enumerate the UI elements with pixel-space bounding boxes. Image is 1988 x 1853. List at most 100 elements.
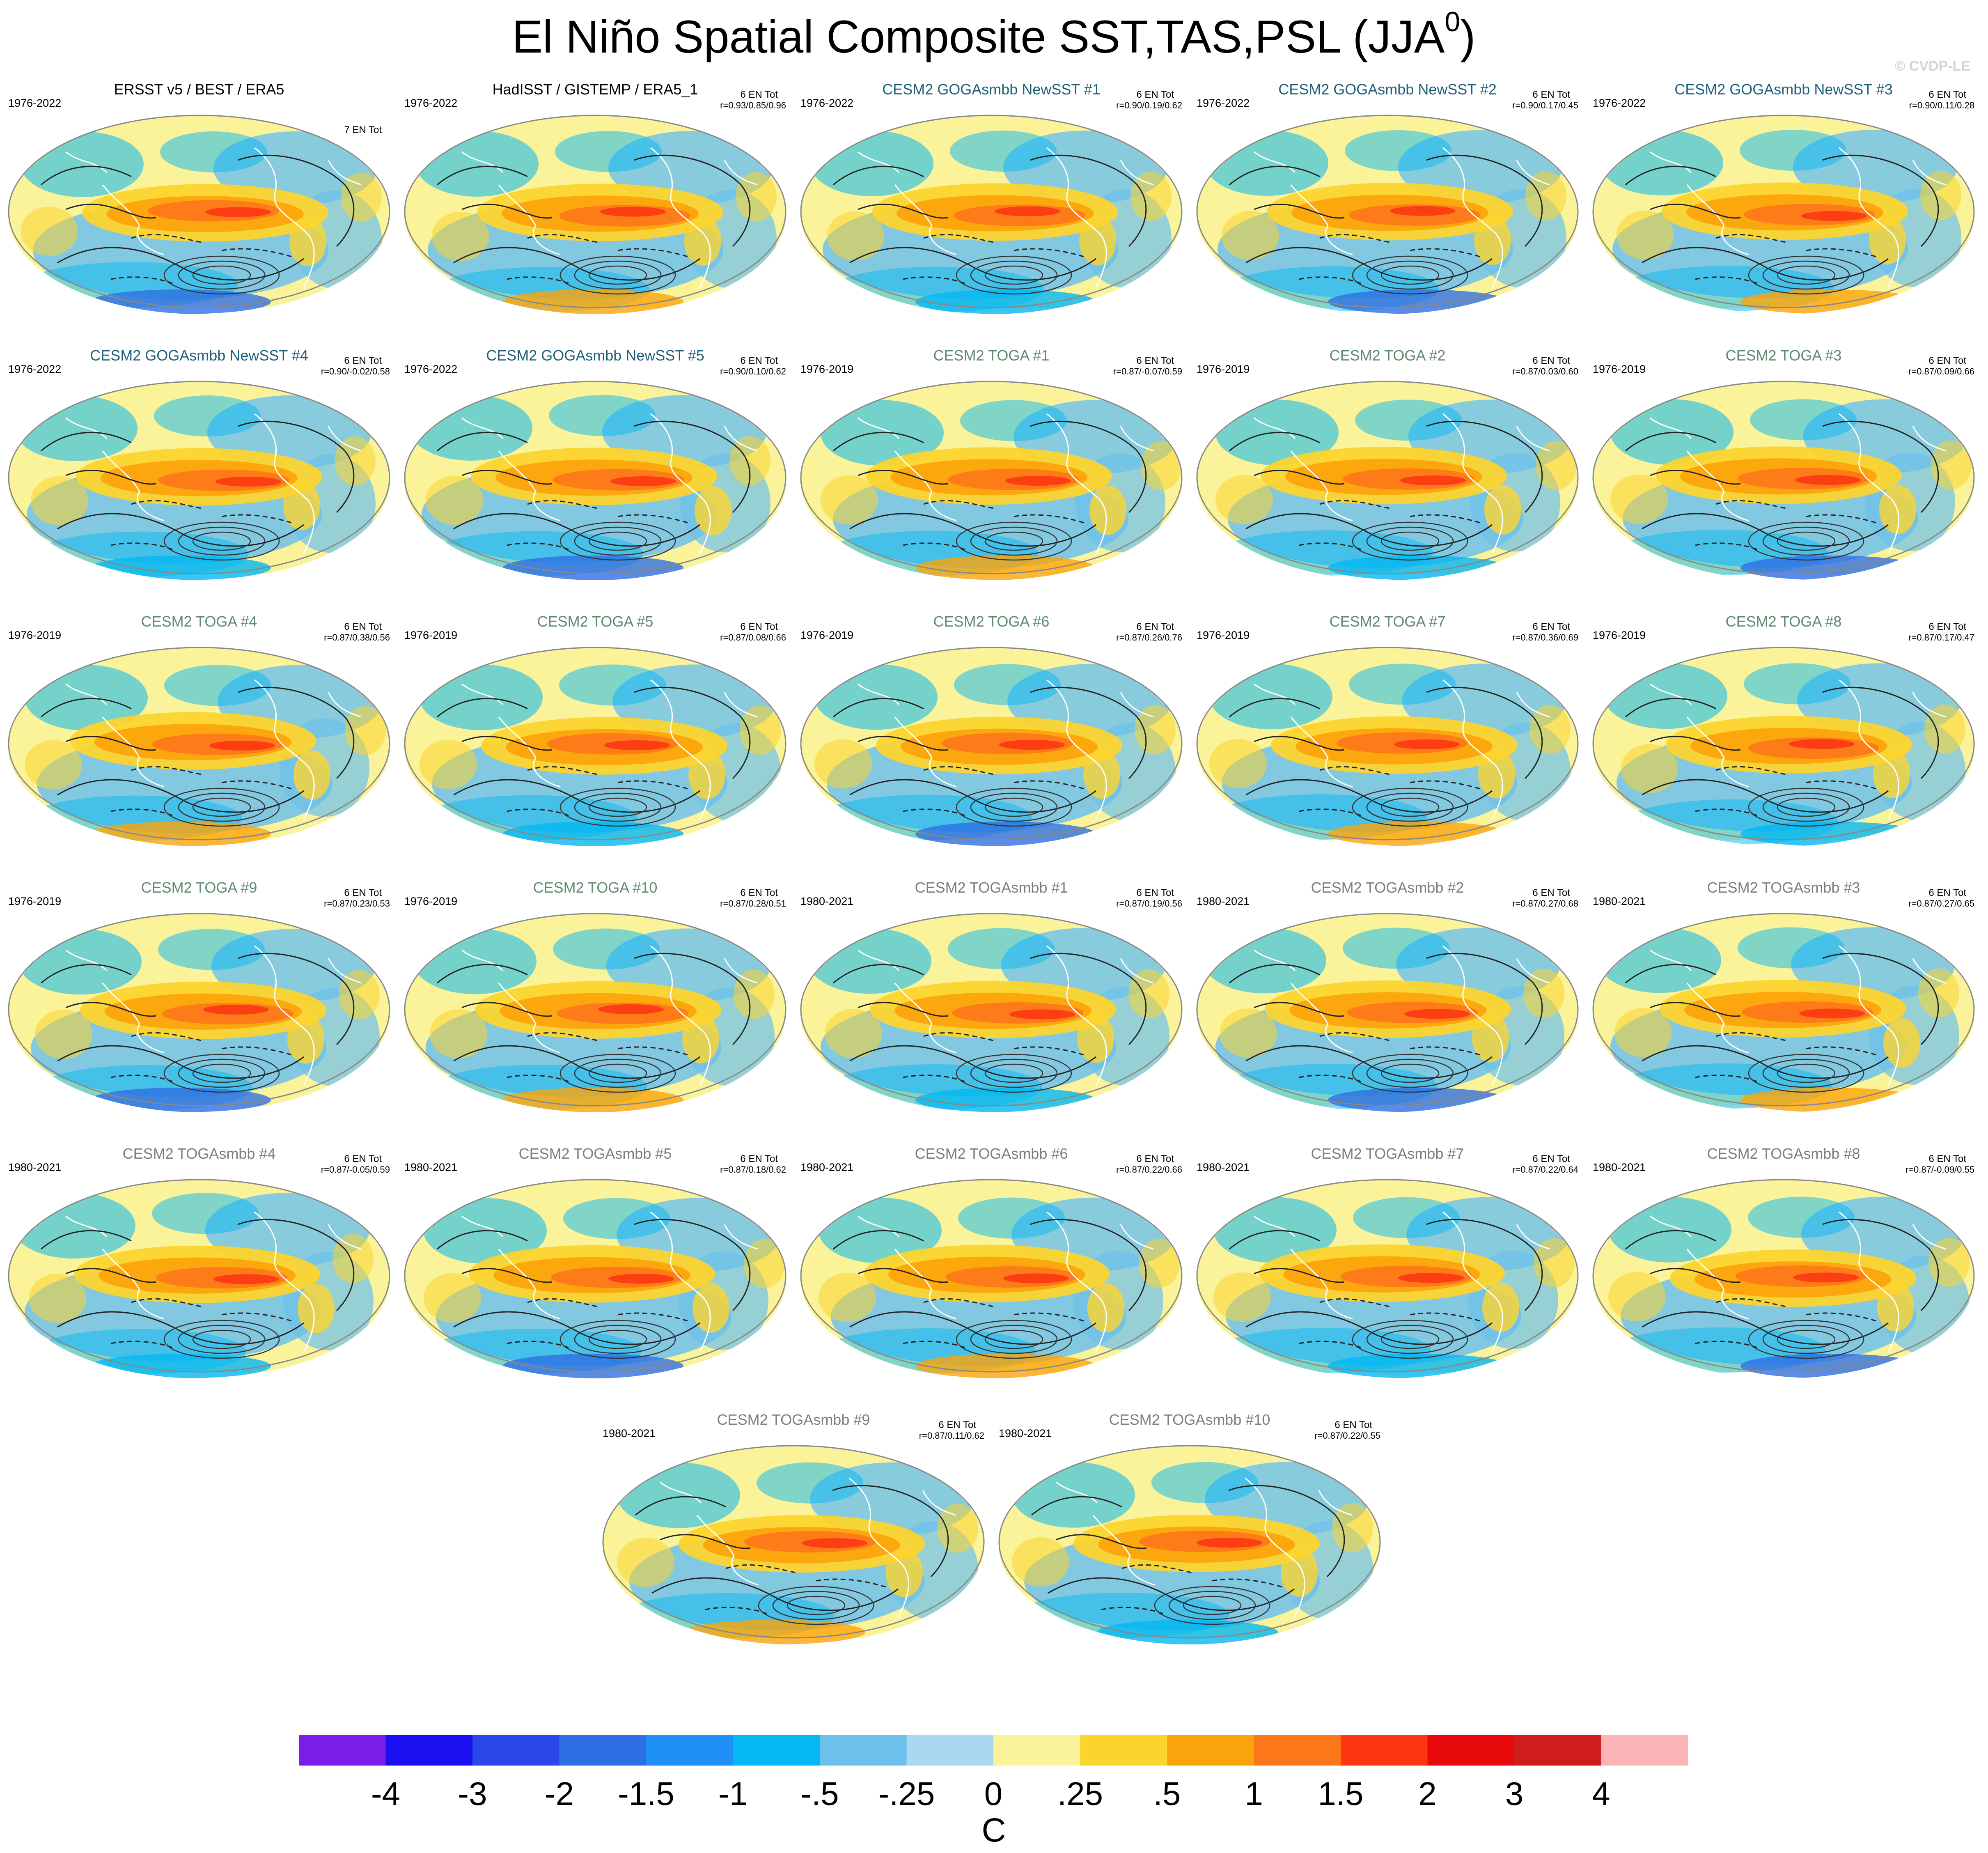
coastline	[848, 1477, 909, 1618]
panel-period: 1976-2019	[8, 895, 61, 907]
coastline	[1839, 413, 1899, 554]
psl-contour	[833, 432, 924, 452]
map-outline	[8, 115, 390, 308]
anomaly-patch	[1343, 928, 1449, 969]
coastline	[858, 683, 900, 705]
psl-contour-ring	[1777, 531, 1836, 551]
psl-contour-ring	[192, 265, 251, 285]
map-panel: CESM2 TOGA #4 1976-2019 6 EN Totr=0.87/0.3…	[8, 613, 390, 846]
psl-contour	[1229, 432, 1320, 452]
anomaly-patch	[341, 172, 382, 222]
psl-contour	[57, 247, 304, 281]
map-panel: HadISST / GISTEMP / ERA5_1 1976-2022 6 EN …	[404, 81, 786, 314]
coastline	[498, 184, 561, 255]
psl-contour	[1650, 1268, 1741, 1283]
psl-contour-negative	[527, 500, 598, 509]
panel-events: 6 EN Tot	[1532, 887, 1570, 898]
psl-contour-ring	[956, 1054, 1072, 1093]
psl-contour	[1650, 736, 1741, 751]
coastline	[1120, 692, 1154, 718]
anomaly-patch	[154, 395, 261, 436]
anomaly-patch	[819, 1273, 876, 1322]
panel-title: CESM2 TOGA #9	[141, 879, 257, 896]
anomaly-patch	[1610, 474, 1668, 524]
anomaly-patch	[339, 970, 380, 1019]
psl-contour	[1426, 154, 1543, 247]
psl-contour	[1822, 687, 1939, 779]
psl-contour	[833, 964, 924, 984]
anomaly-patch	[1281, 1548, 1318, 1597]
psl-contour	[1030, 953, 1147, 1045]
panel-events: 6 EN Tot	[938, 1419, 976, 1431]
psl-contour	[238, 420, 355, 513]
panel-title: CESM2 GOGAsmbb NewSST #2	[1278, 81, 1497, 98]
psl-contour-ring	[559, 521, 676, 561]
psl-contour	[1650, 470, 1741, 485]
anomaly-patch	[960, 400, 1067, 441]
psl-contour-ring	[786, 1596, 846, 1615]
psl-contour	[1229, 698, 1320, 718]
coastline	[102, 1249, 165, 1320]
panel-events: 6 EN Tot	[740, 1153, 778, 1164]
panel-events: 6 EN Tot	[740, 621, 778, 632]
coastline	[650, 147, 711, 288]
psl-contour	[660, 1534, 751, 1549]
psl-contour-ring	[970, 260, 1058, 290]
anomaly-patch	[1478, 749, 1515, 799]
psl-contour-negative	[923, 234, 994, 243]
colorbar-tick-label: -2	[545, 1775, 574, 1812]
psl-contour	[634, 953, 751, 1045]
psl-contour-ring	[574, 260, 662, 290]
coastline	[1912, 1224, 1946, 1250]
psl-contour-ring	[956, 521, 1072, 561]
coastline	[1254, 949, 1296, 971]
coastline	[1912, 958, 1946, 984]
anomaly-patch	[298, 1284, 335, 1333]
panel-stats: r=0.87/0.36/0.69	[1512, 632, 1578, 643]
anomaly-patch	[1740, 130, 1846, 171]
panel-period: 1980-2021	[1593, 1161, 1646, 1173]
map-area	[8, 115, 390, 314]
coastline	[1516, 958, 1550, 984]
southern-ocean-anomaly	[685, 1620, 865, 1644]
anomaly-patch	[1215, 475, 1273, 524]
anomaly-patch	[948, 928, 1055, 969]
figure-title: El Niño Spatial Composite SST,TAS,PSL (J…	[512, 6, 1475, 62]
map-panel: CESM2 TOGAsmbb #3 1980-2021 6 EN Totr=0.87…	[1592, 879, 1975, 1112]
coastline	[1290, 1249, 1353, 1320]
panel-stats: r=0.87/0.27/0.68	[1512, 898, 1578, 909]
coastline	[1686, 1249, 1749, 1320]
psl-contour-negative	[617, 780, 688, 790]
map-outline	[1592, 115, 1975, 308]
anomaly-patch	[1750, 399, 1857, 441]
coastline	[1046, 679, 1107, 820]
southern-ocean-anomaly	[1328, 289, 1509, 314]
panel-title: CESM2 TOGAsmbb #8	[1707, 1145, 1860, 1162]
anomaly-patch	[958, 1197, 1065, 1239]
psl-contour-ring	[178, 792, 266, 822]
coastline	[1516, 160, 1550, 186]
coastline	[65, 417, 108, 439]
psl-contour	[634, 1219, 751, 1311]
panel-events: 6 EN Tot	[1532, 89, 1570, 100]
map-panel: CESM2 TOGAsmbb #7 1980-2021 6 EN Totr=0.87…	[1196, 1145, 1579, 1378]
anomaly-patch	[29, 1274, 86, 1323]
panel-period: 1976-2019	[404, 895, 457, 907]
anomaly-patch	[1009, 1009, 1075, 1019]
anomaly-patch	[1525, 171, 1566, 220]
panel-period: 1980-2021	[1197, 895, 1250, 907]
coastline	[1046, 413, 1107, 554]
anomaly-patch	[335, 436, 376, 486]
panel-stats: r=0.87/-0.09/0.55	[1905, 1164, 1974, 1175]
coastline	[650, 1211, 711, 1352]
anomaly-patch	[549, 395, 656, 436]
map-area	[8, 381, 390, 580]
panel-events: 6 EN Tot	[344, 355, 382, 366]
psl-contour-ring	[588, 797, 647, 817]
psl-contour	[1822, 420, 1939, 513]
map-panel: CESM2 TOGAsmbb #10 1980-2021 6 EN Totr=0.8…	[998, 1411, 1381, 1644]
psl-contour-negative	[1319, 766, 1390, 775]
psl-contour-ring	[984, 1063, 1043, 1083]
panel-events: 6 EN Tot	[1532, 355, 1570, 366]
